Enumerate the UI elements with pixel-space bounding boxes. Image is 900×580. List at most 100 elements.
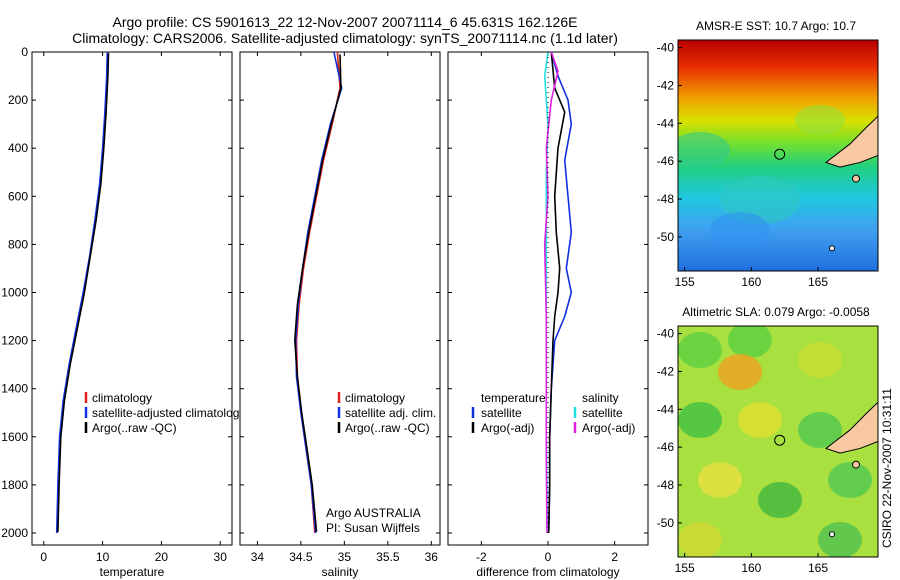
legend-label: Argo(..raw -QC) [345, 421, 430, 435]
sst_map-lat-tick-label: -44 [657, 116, 675, 130]
sla_map-panel: -40 -42 -44 -46 -48 -50 155 160 165 [657, 325, 879, 575]
salinity-x-tick-label: 35 [338, 550, 352, 564]
depth-tick-label: 1200 [1, 334, 28, 348]
sla_map-lon-tick-label: 160 [741, 561, 761, 575]
series-line-satellite-adjusted-climatology [55, 51, 109, 534]
sla-patch [828, 462, 872, 498]
temperature-frame [31, 51, 233, 546]
depth-tick-label: 800 [8, 237, 28, 251]
salinity-x-tick-label: 34.5 [289, 550, 313, 564]
sla-patch [758, 482, 802, 518]
figure-title-line2: Climatology: CARS2006. Satellite-adjuste… [72, 30, 618, 46]
sst-patch [710, 212, 770, 248]
temperature-x-axis-label: temperature [100, 565, 165, 579]
sla_map-lat-tick-label: -46 [657, 440, 675, 454]
sla-patch [798, 412, 842, 448]
temperature-x-tick-label: 20 [155, 550, 169, 564]
sla_map-lon-tick-label: 165 [808, 561, 828, 575]
sst_map-frame [677, 39, 879, 272]
sst_map-lat-tick-label: -50 [657, 230, 675, 244]
sst_map-field [678, 40, 878, 271]
sla-patch [818, 522, 862, 557]
series-line-temperature-argo-adj- [547, 51, 566, 534]
sst-patch [795, 105, 845, 135]
sla_map-lat-tick-label: -48 [657, 478, 675, 492]
sst_map-lon-tick-label: 165 [808, 275, 828, 289]
depth-tick-label: 400 [8, 141, 28, 155]
legend-label: climatology [345, 391, 405, 405]
land-auckland-islands [829, 245, 835, 252]
float-program-label: Argo AUSTRALIA [326, 506, 421, 520]
sst_map-lon-tick-label: 160 [741, 275, 761, 289]
sst_map-lon-tick-label: 155 [675, 275, 695, 289]
sst-patch [678, 132, 730, 168]
depth-tick-label: 1000 [1, 285, 28, 299]
legend-label: Argo(..raw -QC) [92, 421, 177, 435]
legend-label: satellite-adjusted climatology [92, 406, 245, 420]
land-new-zealand [824, 401, 878, 454]
depth-tick-label: 1400 [1, 382, 28, 396]
sla_map-frame [677, 325, 879, 558]
depth-tick-label: 600 [8, 189, 28, 203]
sla_map-lon-tick-label: 155 [675, 561, 695, 575]
land-new-zealand [824, 115, 878, 168]
legend-label: Argo(-adj) [481, 421, 534, 435]
sla-patch [678, 522, 722, 557]
figure-title-line1: Argo profile: CS 5901613_22 12-Nov-2007 … [112, 14, 578, 30]
legend-label: salinity [582, 391, 619, 405]
salinity-frame [239, 51, 441, 546]
legend-label: satellite [582, 406, 623, 420]
sla-patch [698, 462, 742, 498]
legend-label: Argo(-adj) [582, 421, 635, 435]
depth-tick-label: 2000 [1, 526, 28, 540]
sla-patch [738, 402, 782, 438]
sst_map-lat-tick-label: -46 [657, 154, 675, 168]
sla-patch [718, 354, 762, 390]
sst_map-panel: -40 -42 -44 -46 -48 -50 155 160 165 [657, 39, 879, 289]
sst-map-title: AMSR-E SST: 10.7 Argo: 10.7 [695, 19, 857, 33]
sla_map-lat-tick-label: -42 [657, 364, 675, 378]
temperature-x-tick-label: 30 [214, 550, 228, 564]
sla_map-lat-tick-label: -40 [657, 327, 675, 341]
temperature-x-tick-label: 0 [40, 550, 47, 564]
sla_map-lat-tick-label: -44 [657, 402, 675, 416]
sla_map-argo-marker [774, 434, 786, 446]
depth-tick-label: 1600 [1, 430, 28, 444]
difference-x-axis-label: difference from climatology [476, 565, 619, 579]
salinity-x-axis-label: salinity [322, 565, 359, 579]
sla-patch [728, 326, 772, 358]
depth-tick-label: 0 [21, 45, 28, 59]
sla-patch [678, 402, 722, 438]
legend-label: satellite adj. clim. [345, 406, 436, 420]
difference-x-tick-label: 2 [611, 550, 618, 564]
sla-patch [678, 332, 722, 368]
land-auckland-islands [829, 531, 835, 538]
temperature-x-tick-label: 10 [96, 550, 110, 564]
sst_map-lat-tick-label: -40 [657, 41, 675, 55]
sla_map-field [678, 326, 878, 557]
depth-tick-label: 200 [8, 93, 28, 107]
panel-temperature: 0 200 400 600 800 1000 1200 1400 1600 1800 2000 0 10… [1, 45, 245, 579]
sla-map-title: Altimetric SLA: 0.079 Argo: -0.0058 [682, 305, 870, 319]
depth-tick-label: 1800 [1, 478, 28, 492]
sla-patch [798, 342, 842, 378]
sst_map-argo-marker [774, 148, 786, 160]
series-line-argo-raw-qc- [293, 54, 342, 532]
land-stewart-island [852, 460, 860, 469]
salinity-x-tick-label: 36 [425, 550, 439, 564]
series-line-salinity-argo-adj- [543, 51, 559, 534]
salinity-x-tick-label: 35.5 [376, 550, 400, 564]
legend-label: climatology [92, 391, 152, 405]
land-stewart-island [852, 174, 860, 183]
pi-name-label: PI: Susan Wijffels [326, 521, 420, 535]
salinity-x-tick-label: 34 [251, 550, 265, 564]
panel-salinity: 34 34.5 35 35.5 36 salinity climatologysatelli… [239, 51, 441, 579]
sla_map-lat-tick-label: -50 [657, 516, 675, 530]
difference-x-tick-label: 0 [545, 550, 552, 564]
series-line-argo-raw-qc- [57, 53, 110, 532]
legend-label: temperature [481, 391, 546, 405]
sst_map-lat-tick-label: -42 [657, 78, 675, 92]
sst_map-lat-tick-label: -48 [657, 192, 675, 206]
